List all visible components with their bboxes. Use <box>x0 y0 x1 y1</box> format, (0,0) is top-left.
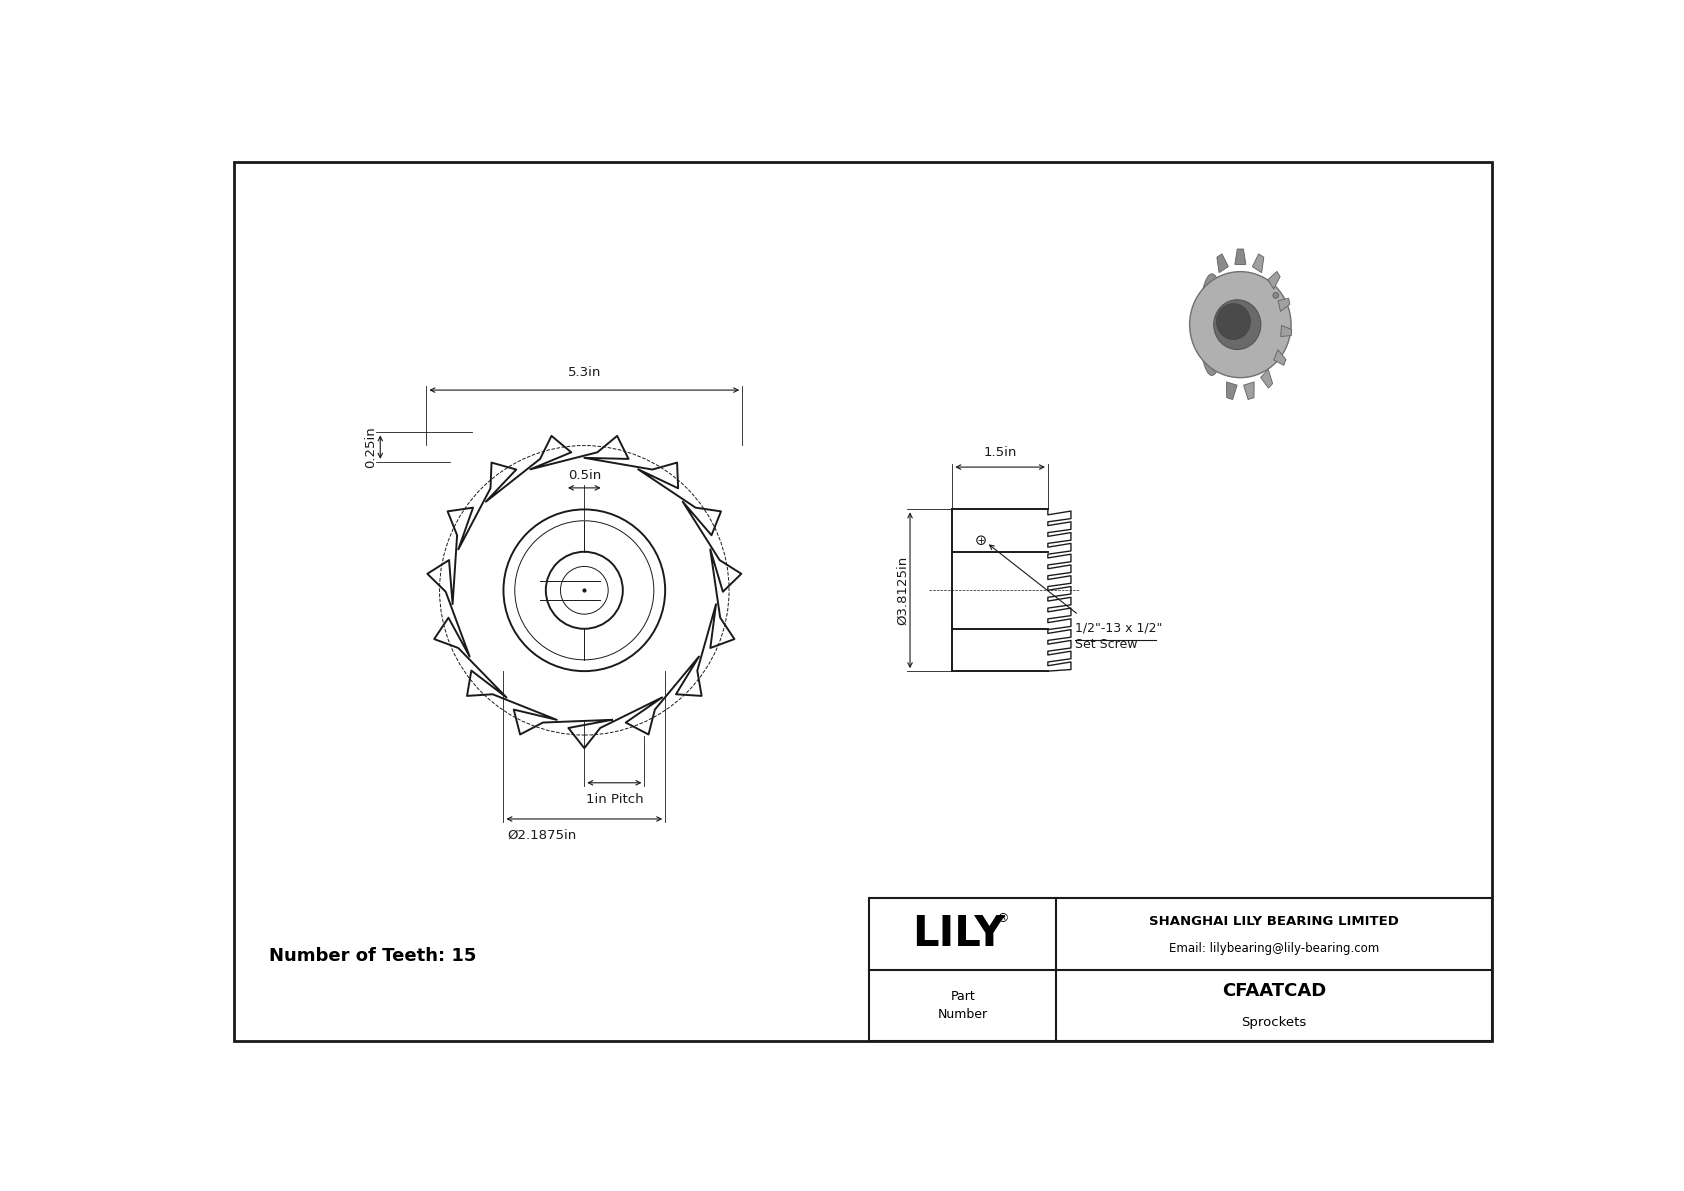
Bar <box>869 898 1492 1041</box>
Ellipse shape <box>1189 272 1292 378</box>
Polygon shape <box>1280 325 1292 337</box>
Polygon shape <box>1261 369 1273 388</box>
Text: 1/2"-13 x 1/2": 1/2"-13 x 1/2" <box>1074 621 1162 634</box>
Polygon shape <box>1268 272 1280 289</box>
Text: CFAATCAD: CFAATCAD <box>1223 981 1327 1000</box>
Text: SHANGHAI LILY BEARING LIMITED: SHANGHAI LILY BEARING LIMITED <box>1148 915 1399 928</box>
Text: Ø3.8125in: Ø3.8125in <box>896 556 909 625</box>
Polygon shape <box>1253 254 1263 273</box>
Polygon shape <box>1273 350 1287 366</box>
Ellipse shape <box>1216 304 1251 339</box>
Text: Ø2.1875in: Ø2.1875in <box>507 829 576 842</box>
Text: 1in Pitch: 1in Pitch <box>586 793 643 806</box>
Text: Number of Teeth: 15: Number of Teeth: 15 <box>269 947 477 965</box>
Text: Email: lilybearing@lily-bearing.com: Email: lilybearing@lily-bearing.com <box>1169 942 1379 955</box>
Text: 0.25in: 0.25in <box>364 426 377 468</box>
Polygon shape <box>1234 249 1246 264</box>
Text: Part
Number: Part Number <box>938 990 989 1021</box>
Text: 0.5in: 0.5in <box>568 469 601 481</box>
Ellipse shape <box>1214 300 1261 349</box>
Polygon shape <box>1218 254 1228 273</box>
Circle shape <box>1273 293 1278 298</box>
Ellipse shape <box>1199 274 1224 375</box>
Text: LILY: LILY <box>913 913 1005 955</box>
Polygon shape <box>1226 382 1238 399</box>
Polygon shape <box>1278 298 1290 311</box>
Text: ®: ® <box>997 912 1009 925</box>
Text: 1.5in: 1.5in <box>983 447 1017 460</box>
Polygon shape <box>1243 382 1255 399</box>
Text: Sprockets: Sprockets <box>1241 1016 1307 1029</box>
Text: 5.3in: 5.3in <box>568 366 601 379</box>
Text: Set Screw: Set Screw <box>1074 638 1137 651</box>
